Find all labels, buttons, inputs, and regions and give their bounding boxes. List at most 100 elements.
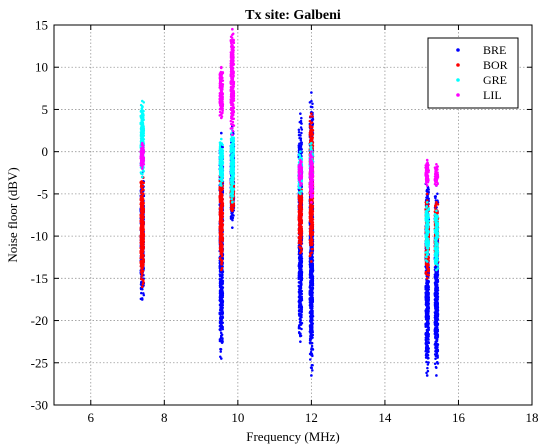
data-point — [297, 281, 301, 284]
data-point — [310, 322, 313, 325]
data-point — [433, 266, 437, 269]
data-point — [141, 269, 145, 273]
data-point — [300, 236, 303, 240]
data-point — [139, 242, 143, 245]
data-point — [425, 371, 428, 375]
data-point — [218, 317, 222, 320]
data-point — [311, 133, 315, 136]
data-point — [300, 148, 303, 151]
data-layer — [139, 27, 440, 377]
data-point — [433, 362, 437, 365]
data-point — [220, 275, 223, 278]
data-point — [299, 340, 302, 343]
data-point — [311, 218, 315, 221]
data-point — [220, 268, 223, 272]
data-point — [218, 200, 222, 204]
data-point — [141, 256, 145, 259]
data-point — [434, 353, 438, 356]
data-point — [140, 231, 143, 234]
data-point — [311, 333, 315, 337]
data-point — [142, 192, 145, 195]
data-point — [309, 271, 312, 274]
data-point — [297, 219, 301, 223]
data-point — [424, 346, 428, 349]
data-point — [299, 119, 303, 123]
data-point — [427, 332, 430, 336]
data-point — [229, 215, 233, 219]
data-point — [299, 318, 303, 322]
data-point — [299, 316, 303, 319]
data-point — [309, 125, 313, 128]
data-point — [425, 318, 429, 321]
data-point — [311, 288, 314, 291]
data-point — [299, 323, 303, 326]
data-point — [426, 363, 430, 366]
data-point — [141, 272, 144, 275]
data-point — [310, 112, 313, 115]
data-point — [139, 236, 143, 240]
data-point — [297, 145, 301, 149]
data-point — [298, 134, 302, 137]
data-point — [218, 338, 222, 341]
data-point — [310, 232, 313, 236]
data-point — [434, 308, 437, 312]
data-point — [142, 202, 145, 205]
data-point — [300, 295, 303, 298]
data-point — [139, 214, 143, 218]
data-point — [310, 315, 314, 319]
data-point — [435, 336, 439, 339]
data-point — [300, 310, 303, 313]
data-point — [424, 331, 428, 335]
data-point — [308, 206, 312, 210]
data-point — [436, 362, 440, 365]
data-point — [425, 313, 429, 316]
data-point — [218, 232, 222, 235]
data-point — [299, 242, 303, 246]
data-point — [219, 334, 223, 337]
data-point — [221, 300, 225, 304]
data-point — [309, 366, 313, 369]
data-point — [219, 229, 223, 232]
data-point — [142, 220, 145, 223]
data-point — [311, 230, 315, 234]
data-point — [300, 213, 303, 217]
data-point — [298, 222, 301, 226]
data-point — [309, 358, 312, 361]
data-point — [141, 253, 145, 257]
data-point — [299, 255, 302, 258]
data-point — [308, 119, 312, 123]
data-point — [426, 303, 430, 306]
data-point — [298, 289, 302, 292]
data-point — [142, 216, 145, 219]
data-point — [221, 316, 225, 320]
data-point — [140, 291, 143, 295]
data-point — [299, 121, 303, 125]
data-point — [310, 99, 313, 103]
data-point — [218, 187, 221, 191]
data-point — [434, 357, 437, 360]
data-point — [435, 366, 438, 370]
data-point — [140, 285, 144, 289]
data-point — [311, 297, 314, 300]
data-point — [427, 361, 430, 364]
data-point — [221, 270, 225, 274]
data-point — [426, 293, 430, 296]
data-point — [140, 210, 143, 214]
data-point — [300, 131, 303, 135]
data-point — [427, 350, 430, 353]
data-point — [310, 318, 314, 322]
data-point — [309, 139, 312, 143]
data-point — [139, 260, 142, 264]
data-point — [299, 230, 302, 234]
data-point — [309, 293, 313, 296]
data-point — [425, 374, 429, 377]
data-point — [220, 241, 223, 245]
data-point — [219, 350, 222, 353]
data-point — [309, 136, 312, 140]
data-cluster-bor-0 — [139, 175, 146, 289]
data-point — [140, 189, 143, 193]
data-point — [220, 309, 224, 313]
data-point — [221, 295, 224, 299]
data-point — [299, 307, 303, 310]
